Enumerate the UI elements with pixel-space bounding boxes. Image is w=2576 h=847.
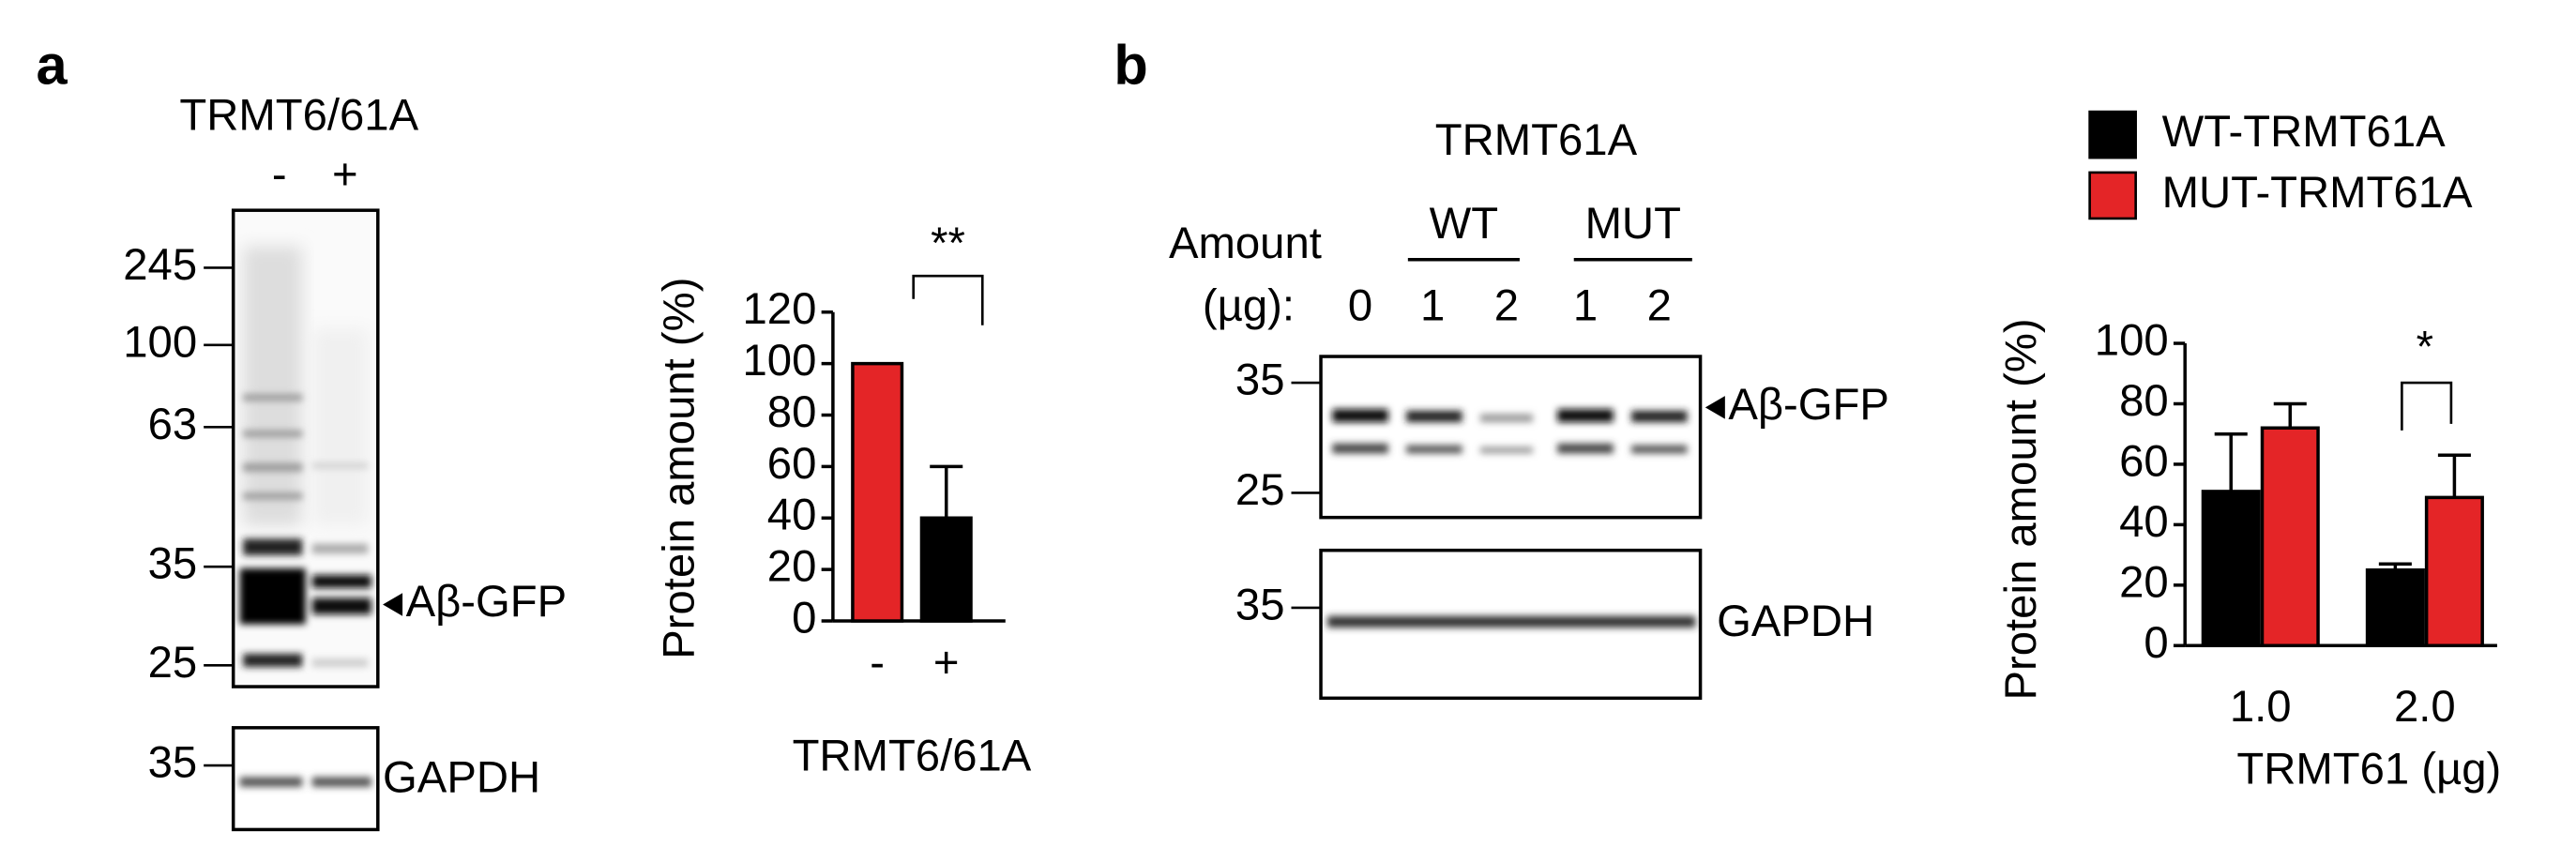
y-axis-label: Protein amount (%) — [1996, 318, 2046, 700]
lane-label: - — [272, 150, 287, 200]
panel-label: a — [37, 33, 68, 96]
bar — [2260, 426, 2320, 648]
target-label: Aβ-GFP — [1728, 380, 1889, 430]
y-tick-label: 0 — [792, 593, 816, 643]
panel-label: b — [1114, 33, 1147, 96]
significance-label: ** — [931, 219, 965, 268]
blot-b — [1319, 257, 1725, 701]
error-bar — [930, 464, 963, 519]
group-label: MUT — [1585, 199, 1681, 249]
x-tick-label: 1.0 — [2230, 682, 2292, 732]
lane-label: 2 — [1647, 281, 1672, 331]
legend-label: WT-TRMT61A — [2162, 107, 2446, 157]
lane-label: 2 — [1494, 281, 1519, 331]
x-tick-label: + — [933, 638, 960, 688]
error-bar — [2378, 562, 2412, 570]
significance-bracket — [912, 274, 984, 325]
lane-label: 1 — [1420, 281, 1445, 331]
marker-label: 100 — [123, 317, 197, 367]
y-tick-label: 80 — [2119, 376, 2169, 426]
lane-label: 0 — [1348, 281, 1372, 331]
y-tick-label: 60 — [767, 439, 817, 489]
legend-swatch — [2088, 110, 2137, 159]
error-bar — [2437, 453, 2471, 498]
unit-label: (µg): — [1203, 281, 1295, 331]
marker-label: 25 — [148, 638, 198, 688]
marker-label: 245 — [123, 240, 197, 290]
y-tick-label: 60 — [2119, 436, 2169, 486]
error-bar — [2214, 431, 2248, 492]
error-bar — [2273, 401, 2307, 429]
marker-label: 35 — [1235, 580, 1285, 629]
x-tick-label: - — [870, 638, 885, 688]
x-tick-label: 2.0 — [2394, 682, 2456, 732]
blot-title: TRMT61A — [1435, 115, 1638, 165]
y-tick-label: 20 — [767, 542, 817, 592]
bar — [2365, 567, 2425, 648]
x-axis-label: TRMT6/61A — [793, 732, 1032, 781]
blot-a — [231, 208, 403, 832]
control-label: GAPDH — [383, 752, 540, 802]
blot-title: TRMT6/61A — [179, 91, 418, 141]
y-tick-label: 40 — [2119, 497, 2169, 547]
marker-label: 35 — [1235, 355, 1285, 405]
lane-label: 1 — [1573, 281, 1598, 331]
control-label: GAPDH — [1717, 597, 1874, 646]
marker-label: 35 — [148, 738, 198, 788]
bar — [2201, 490, 2261, 648]
bar — [919, 516, 973, 623]
y-tick-label: 100 — [2095, 316, 2169, 366]
y-tick-label: 20 — [2119, 557, 2169, 607]
y-tick-label: 80 — [767, 387, 817, 437]
legend-label: MUT-TRMT61A — [2162, 168, 2473, 218]
y-tick-label: 0 — [2144, 618, 2168, 668]
y-axis-label: Protein amount (%) — [654, 278, 704, 659]
marker-label: 25 — [1235, 465, 1285, 515]
marker-label: 63 — [148, 400, 198, 449]
amount-label: Amount — [1169, 219, 1322, 268]
marker-label: 35 — [148, 539, 198, 589]
legend-swatch — [2088, 171, 2137, 220]
group-label: WT — [1430, 199, 1498, 249]
y-tick-label: 120 — [743, 284, 817, 334]
bar — [851, 361, 904, 623]
x-axis-label: TRMT61 (µg) — [2236, 745, 2501, 794]
lane-label: + — [332, 150, 358, 200]
target-label: Aβ-GFP — [406, 577, 568, 627]
y-tick-label: 40 — [767, 491, 817, 540]
bar — [2424, 495, 2484, 648]
significance-bracket — [2401, 381, 2453, 431]
significance-label: * — [2417, 323, 2433, 372]
y-tick-label: 100 — [743, 336, 817, 386]
